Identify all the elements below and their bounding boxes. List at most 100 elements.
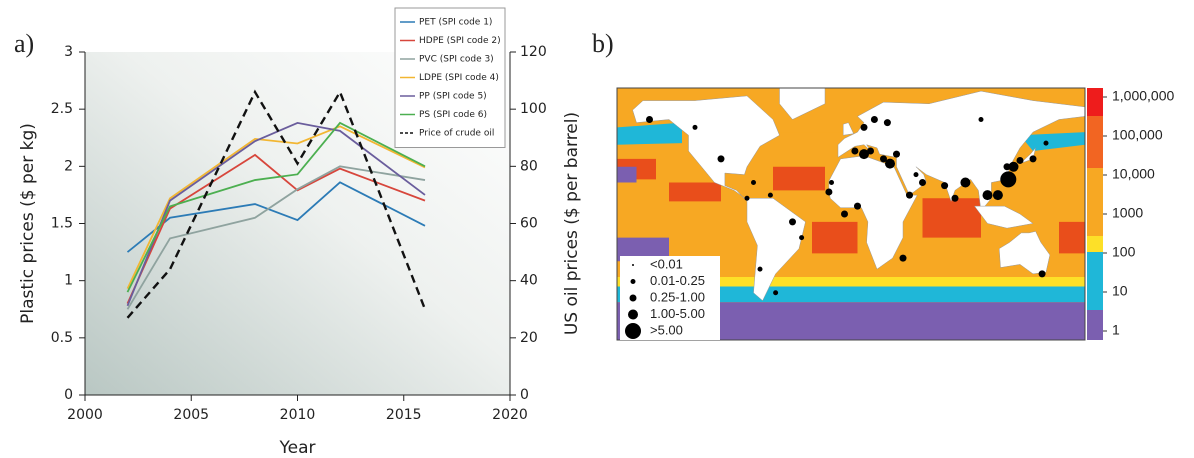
y-tick-label: 1 bbox=[64, 273, 73, 289]
panel-label: a) bbox=[14, 29, 34, 58]
series-line bbox=[126, 165, 426, 310]
ocean-zone bbox=[773, 166, 825, 191]
ocean-zone bbox=[812, 221, 858, 254]
sample-point bbox=[913, 172, 919, 178]
sample-point bbox=[799, 235, 805, 241]
sample-point bbox=[1043, 140, 1049, 146]
size-legend-symbol bbox=[625, 323, 641, 339]
ocean-zone bbox=[1020, 132, 1085, 151]
ocean-zone bbox=[669, 182, 721, 202]
sample-point bbox=[885, 158, 895, 169]
x-axis-label: Year bbox=[279, 438, 316, 458]
colorbar-label: 1,000,000 bbox=[1112, 88, 1174, 104]
size-legend-label: >5.00 bbox=[650, 322, 683, 337]
sample-point bbox=[751, 180, 756, 185]
y-tick-label: 1.5 bbox=[51, 216, 73, 232]
size-legend-label: 0.01-0.25 bbox=[650, 273, 705, 288]
sample-point bbox=[859, 149, 869, 160]
series-line bbox=[126, 125, 426, 290]
sample-point bbox=[744, 195, 750, 201]
panel-label: b) bbox=[592, 29, 614, 58]
colorbar-label: 1 bbox=[1112, 322, 1120, 338]
sample-point bbox=[717, 155, 725, 163]
ocean-zone bbox=[1059, 221, 1085, 254]
size-legend-symbol bbox=[630, 279, 636, 284]
legend-label: PS (SPI code 6) bbox=[419, 110, 487, 120]
land bbox=[779, 88, 826, 120]
sample-point bbox=[757, 266, 763, 272]
sample-point bbox=[692, 124, 698, 130]
size-legend-symbol bbox=[629, 294, 637, 302]
ocean-zone bbox=[617, 302, 1085, 340]
land bbox=[998, 231, 1051, 275]
sample-point bbox=[789, 218, 796, 226]
x-tick-label: 2020 bbox=[492, 407, 528, 423]
ocean-zone bbox=[617, 286, 1085, 303]
sample-point bbox=[906, 191, 913, 199]
ocean-zone bbox=[922, 198, 981, 238]
y-axis-label: Plastic prices ($ per kg) bbox=[18, 123, 38, 324]
sample-point bbox=[870, 116, 878, 123]
sample-point bbox=[899, 254, 907, 262]
ocean-zone bbox=[617, 237, 669, 262]
size-legend-label: 0.25-1.00 bbox=[650, 289, 705, 304]
size-legend-label: 1.00-5.00 bbox=[650, 306, 705, 321]
ocean-zone bbox=[617, 277, 1085, 287]
sample-point bbox=[1016, 156, 1024, 164]
sample-point bbox=[851, 147, 859, 155]
colorbar-label: 10,000 bbox=[1112, 166, 1155, 182]
y2-tick-label: 0 bbox=[520, 387, 529, 403]
y-tick-label: 0 bbox=[64, 387, 73, 403]
series-line bbox=[126, 121, 426, 307]
sample-point bbox=[860, 123, 868, 131]
ocean-zone bbox=[617, 122, 682, 145]
sample-point bbox=[941, 182, 949, 190]
sample-point bbox=[829, 180, 834, 185]
colorbar-label: 1000 bbox=[1112, 205, 1143, 221]
ocean-zone bbox=[617, 166, 637, 183]
sample-point bbox=[960, 177, 971, 188]
sample-point bbox=[992, 190, 1003, 201]
x-tick-label: 2000 bbox=[67, 407, 103, 423]
legend-label: Price of crude oil bbox=[419, 129, 494, 139]
legend-label: PP (SPI code 5) bbox=[419, 92, 487, 102]
sample-point bbox=[1038, 270, 1046, 278]
sample-point bbox=[880, 155, 887, 163]
legend-label: PVC (SPI code 3) bbox=[419, 55, 494, 65]
sample-point bbox=[1003, 163, 1011, 171]
land bbox=[973, 205, 1034, 229]
legend-label: HDPE (SPI code 2) bbox=[419, 36, 501, 46]
y-tick-label: 2.5 bbox=[51, 101, 73, 117]
sample-point bbox=[1008, 161, 1019, 172]
sample-point bbox=[841, 210, 848, 218]
legend-label: PET (SPI code 1) bbox=[419, 18, 492, 28]
sample-point bbox=[982, 190, 993, 201]
sample-point bbox=[978, 117, 984, 122]
sample-point bbox=[646, 116, 653, 123]
sample-point bbox=[825, 188, 833, 196]
size-legend-symbol bbox=[628, 309, 638, 320]
sample-point bbox=[951, 194, 959, 202]
x-tick-label: 2010 bbox=[280, 407, 316, 423]
legend-label: LDPE (SPI code 4) bbox=[419, 73, 499, 83]
colorbar-label: 100 bbox=[1112, 244, 1136, 260]
series-line bbox=[126, 153, 426, 304]
sample-point bbox=[867, 147, 874, 155]
sample-point bbox=[1000, 171, 1017, 188]
map bbox=[617, 88, 1085, 340]
y2-tick-label: 80 bbox=[520, 158, 538, 174]
y2-tick-label: 100 bbox=[520, 101, 547, 117]
y2-axis-label: US oil prices ($ per barrel) bbox=[562, 112, 582, 335]
y2-tick-label: 120 bbox=[520, 44, 547, 60]
sample-point bbox=[773, 290, 779, 296]
land bbox=[837, 90, 1085, 212]
y2-tick-label: 40 bbox=[520, 273, 538, 289]
y-tick-label: 3 bbox=[64, 44, 73, 60]
y-tick-label: 2 bbox=[64, 158, 73, 174]
sample-point bbox=[893, 150, 900, 158]
sample-point bbox=[919, 179, 926, 186]
y-tick-label: 0.5 bbox=[51, 330, 73, 346]
size-legend-label: <0.01 bbox=[650, 256, 683, 271]
y2-tick-label: 60 bbox=[520, 216, 538, 232]
